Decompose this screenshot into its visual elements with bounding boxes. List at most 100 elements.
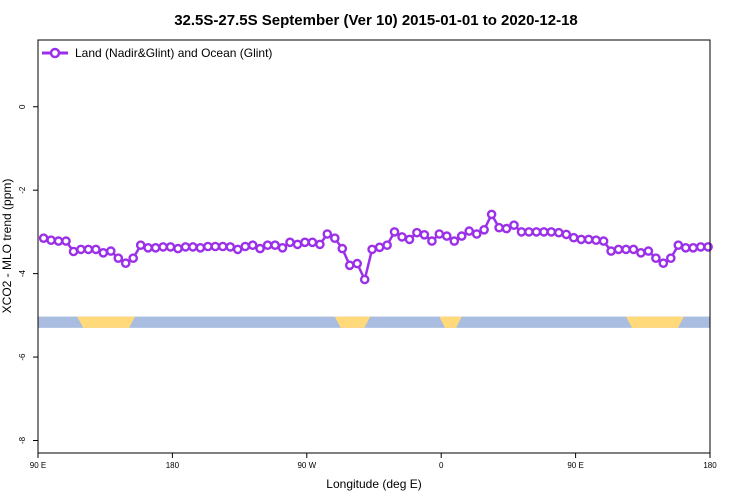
- data-point: [568, 232, 579, 243]
- data-point: [210, 241, 221, 252]
- surface-band: [38, 316, 710, 328]
- y-axis-label: XCO2 - MLO trend (ppm): [0, 179, 14, 314]
- x-tick-label: 180: [166, 461, 180, 470]
- data-point: [583, 234, 594, 245]
- data-point: [240, 241, 250, 252]
- x-tick-label: 180: [703, 461, 717, 470]
- data-point: [53, 236, 64, 246]
- ocean-band: [38, 316, 710, 328]
- data-point: [68, 246, 79, 257]
- data-point: [449, 236, 460, 246]
- data-point: [486, 209, 497, 220]
- data-point: [344, 260, 355, 271]
- data-point: [434, 229, 445, 239]
- data-point: [539, 227, 549, 237]
- y-tick-label: -2: [18, 186, 27, 194]
- data-point: [106, 246, 116, 256]
- data-point: [307, 237, 318, 248]
- data-point: [285, 237, 295, 248]
- data-point: [374, 242, 385, 253]
- data-point: [651, 253, 661, 264]
- y-tick-label: -6: [18, 353, 27, 361]
- data-point: [367, 244, 377, 255]
- data-point: [494, 222, 504, 233]
- data-point: [695, 242, 706, 252]
- data-point: [232, 244, 243, 255]
- data-point: [120, 258, 131, 269]
- data-point: [441, 231, 452, 241]
- data-point: [643, 246, 654, 256]
- land-band-segment: [626, 316, 684, 328]
- data-point: [501, 223, 512, 234]
- data-point: [300, 237, 310, 248]
- data-point: [61, 236, 71, 246]
- data-point: [397, 232, 407, 242]
- x-axis-label: Longitude (deg E): [326, 477, 421, 491]
- x-tick-label: 90 E: [567, 461, 583, 470]
- legend-marker: [49, 47, 61, 59]
- data-point: [315, 239, 325, 250]
- data-point: [135, 240, 146, 250]
- y-tick-label: -8: [18, 436, 27, 444]
- data-point: [83, 244, 94, 255]
- legend-entry: Land (Nadir&Glint) and Ocean (Glint): [75, 46, 272, 60]
- data-point: [576, 234, 587, 245]
- data-point: [658, 258, 669, 269]
- land-band-segment: [77, 316, 136, 328]
- data-point: [270, 240, 280, 250]
- data-point: [673, 240, 684, 250]
- data-point: [471, 229, 482, 239]
- x-tick-label: 90 W: [297, 461, 316, 470]
- data-point: [546, 227, 557, 237]
- x-axis: 90 E 180 90 W 0 90 E 180: [30, 453, 717, 470]
- data-point: [203, 241, 213, 252]
- data-point: [680, 242, 691, 253]
- data-point: [479, 224, 489, 235]
- data-point: [591, 235, 601, 245]
- series-layer: [38, 209, 713, 285]
- data-point: [516, 227, 527, 237]
- data-point: [464, 226, 475, 236]
- data-point: [352, 258, 363, 269]
- data-point: [322, 229, 333, 239]
- data-point: [389, 227, 400, 237]
- data-point: [150, 242, 161, 253]
- data-point: [113, 253, 124, 264]
- data-point: [337, 243, 348, 254]
- data-point: [382, 240, 392, 250]
- land-band-segment: [334, 316, 371, 328]
- data-point: [703, 242, 713, 252]
- data-point: [606, 246, 616, 256]
- data-point: [195, 242, 206, 253]
- x-tick-label: 0: [439, 461, 444, 470]
- data-point: [561, 229, 572, 240]
- data-point: [688, 242, 699, 253]
- data-point: [554, 227, 564, 238]
- data-point: [247, 240, 258, 250]
- data-point: [188, 242, 198, 252]
- plot-frame: [37, 39, 711, 454]
- data-point: [404, 234, 415, 245]
- data-point: [628, 244, 639, 255]
- x-tick-label: 90 E: [30, 461, 46, 470]
- data-point: [38, 233, 49, 243]
- data-point: [531, 227, 542, 237]
- data-point: [158, 242, 168, 252]
- data-point: [456, 231, 467, 241]
- data-point: [419, 229, 430, 240]
- data-point: [359, 274, 370, 285]
- data-point: [666, 253, 676, 264]
- data-point: [292, 239, 303, 250]
- data-point: [143, 242, 153, 253]
- data-point: [165, 242, 176, 252]
- data-point: [636, 247, 646, 258]
- data-point: [255, 243, 265, 254]
- data-point: [509, 220, 519, 230]
- y-tick-label: 0: [18, 104, 27, 109]
- data-point: [180, 242, 191, 252]
- legend: Land (Nadir&Glint) and Ocean (Glint): [42, 46, 272, 60]
- data-point: [173, 243, 183, 254]
- data-point: [277, 242, 288, 253]
- data-point: [427, 236, 437, 246]
